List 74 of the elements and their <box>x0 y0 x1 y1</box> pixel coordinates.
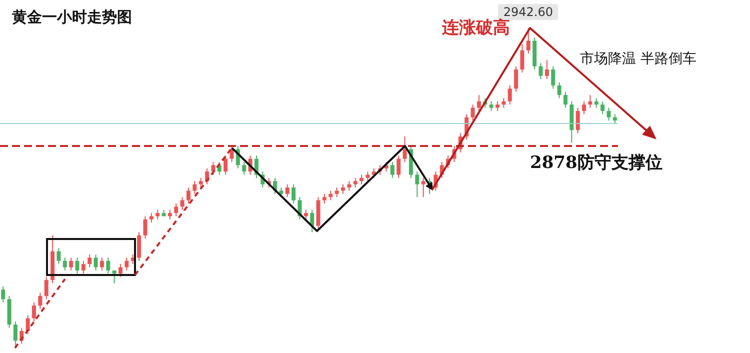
candlestick <box>118 264 123 278</box>
candlestick <box>328 190 333 201</box>
candlestick <box>38 292 42 310</box>
candlestick <box>390 161 394 178</box>
candlestick <box>360 174 364 185</box>
candlestick <box>192 180 197 194</box>
candlestick <box>81 260 86 274</box>
candlestick <box>502 98 506 108</box>
candlestick <box>421 177 426 198</box>
candlestick <box>75 257 80 274</box>
candlestick <box>340 184 345 194</box>
annotation: 市场降温 半路倒车 <box>580 50 696 68</box>
candlestick <box>514 66 518 92</box>
candlestick <box>230 146 234 162</box>
candlestick <box>588 94 592 108</box>
candlestick <box>489 100 494 112</box>
candlestick <box>551 66 556 90</box>
candlestick <box>366 171 370 182</box>
candlestick <box>347 180 352 192</box>
candlestick <box>168 209 172 220</box>
candlestick <box>94 254 98 271</box>
candlestick <box>520 43 524 74</box>
candlestick <box>137 232 142 262</box>
candlestick <box>353 177 358 188</box>
candlestick <box>69 257 74 271</box>
candlestick <box>13 320 18 348</box>
candlestick <box>26 314 30 335</box>
candlestick <box>149 212 154 224</box>
candlestick <box>322 193 326 204</box>
candlestick <box>198 177 203 188</box>
candlestick <box>582 100 586 115</box>
candlestick <box>415 171 420 198</box>
candlestick <box>100 257 104 271</box>
candlestick <box>106 257 110 274</box>
candlestick <box>304 209 308 220</box>
candlestick <box>538 62 543 80</box>
candlestick <box>600 100 605 115</box>
candlestick <box>56 248 61 265</box>
candlestick <box>211 161 216 176</box>
candlestick <box>606 107 611 122</box>
candlestick <box>495 100 500 112</box>
candlestick <box>62 257 67 271</box>
candlestick <box>186 187 190 204</box>
candlestick <box>1 286 6 303</box>
candlestick <box>292 184 296 204</box>
candlestick <box>557 82 562 99</box>
candlestick <box>396 155 401 178</box>
candlestick <box>88 254 92 268</box>
candlestick <box>310 209 314 233</box>
candlestick <box>32 302 36 322</box>
candlestick <box>563 91 568 108</box>
candlestick <box>334 187 339 198</box>
candlestick <box>224 155 228 176</box>
candlestick <box>470 104 475 122</box>
candlestick <box>174 202 178 217</box>
candlestick <box>143 216 148 240</box>
candlestick <box>402 136 407 162</box>
ref-line-label: 2878防守支撑位 <box>530 152 662 174</box>
annotation: 连涨破高 <box>442 17 510 39</box>
candlestick <box>544 59 549 80</box>
candlestick <box>112 270 116 284</box>
candlestick <box>594 98 598 108</box>
candlestick <box>576 107 580 134</box>
candlestick <box>44 276 48 300</box>
candlestick <box>612 114 617 124</box>
candlestick <box>156 209 160 220</box>
candlestick <box>526 28 530 54</box>
candlestick <box>124 257 129 271</box>
candlestick <box>285 184 290 198</box>
candlestick <box>242 161 246 176</box>
candlestick <box>180 196 184 210</box>
candlestick <box>476 94 481 112</box>
chart-title: 黄金一小时走势图 <box>12 8 132 27</box>
candlestick <box>508 84 512 106</box>
